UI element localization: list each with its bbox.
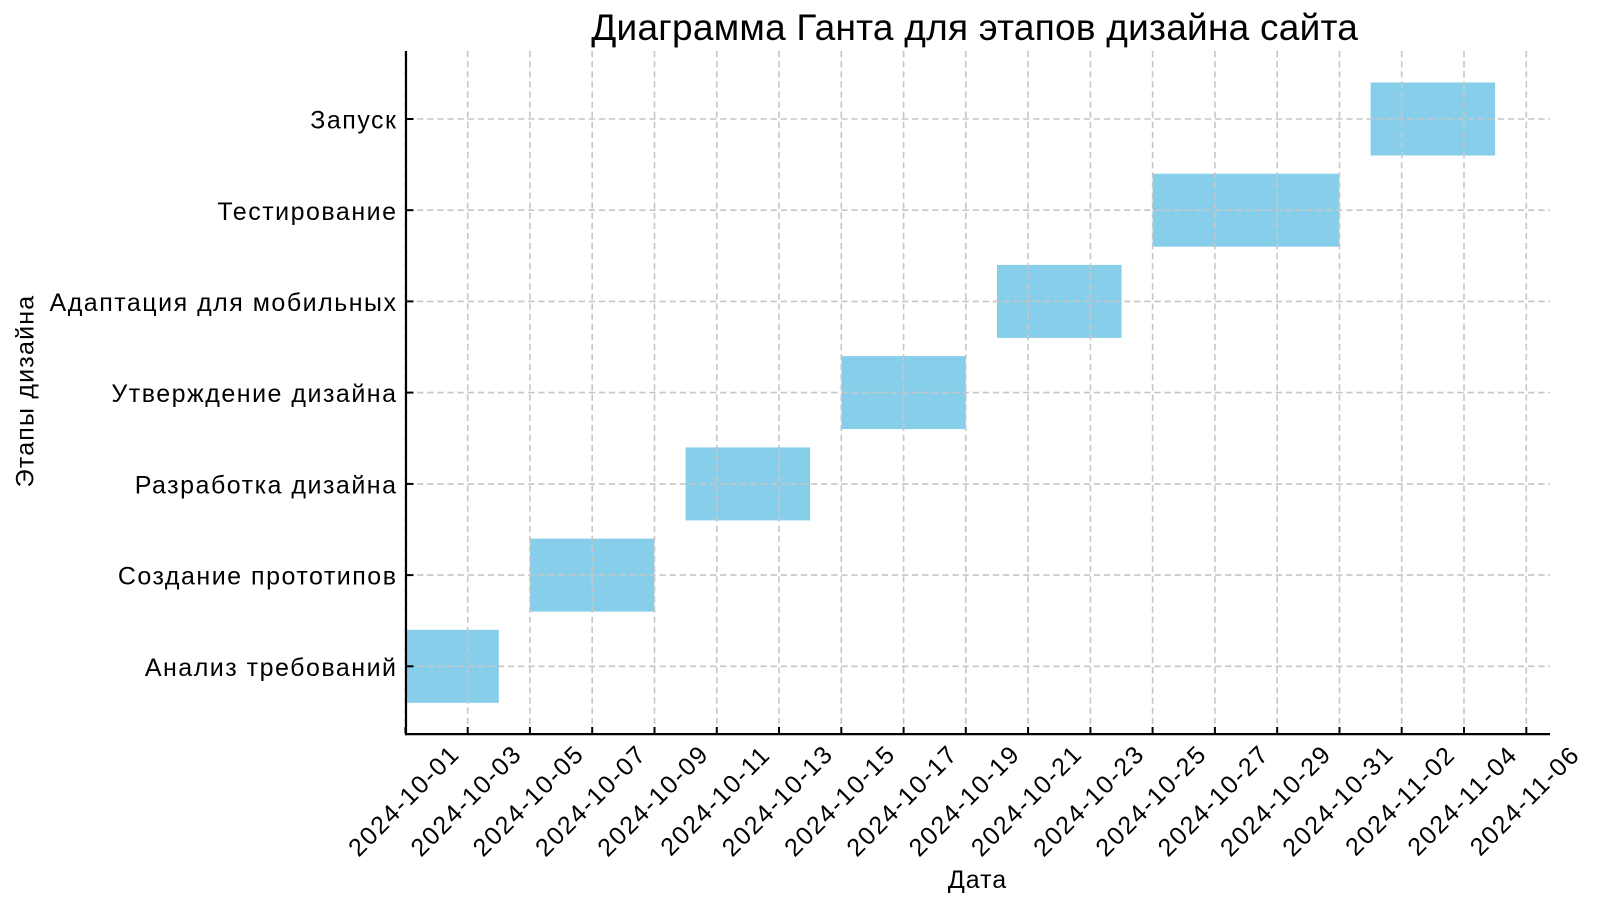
svg-text:Анализ требований: Анализ требований [145, 654, 398, 682]
svg-text:Создание прототипов: Создание прототипов [118, 563, 398, 591]
svg-text:Дата: Дата [948, 866, 1007, 894]
svg-text:Запуск: Запуск [310, 107, 397, 135]
svg-text:Разработка дизайна: Разработка дизайна [135, 472, 398, 500]
svg-text:Диаграмма Ганта для этапов диз: Диаграмма Ганта для этапов дизайна сайта [591, 7, 1358, 48]
svg-text:Адаптация для мобильных: Адаптация для мобильных [50, 289, 398, 317]
svg-text:Утверждение дизайна: Утверждение дизайна [111, 380, 397, 408]
svg-text:Этапы дизайна: Этапы дизайна [12, 295, 40, 488]
svg-text:Тестирование: Тестирование [217, 198, 397, 226]
